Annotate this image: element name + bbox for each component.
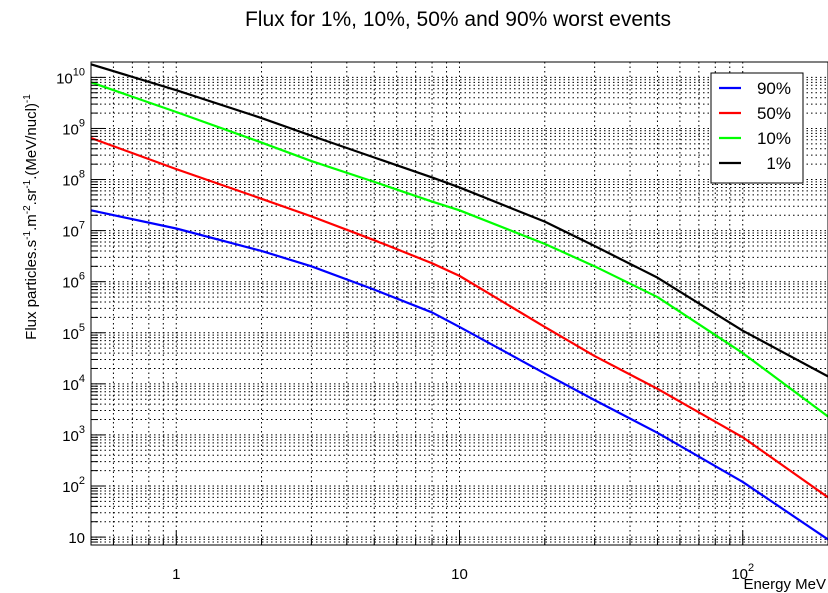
legend-box — [710, 72, 804, 184]
series-line-0 — [90, 209, 828, 541]
y-tick-label: 1010 — [56, 66, 85, 87]
legend-label: 10% — [757, 129, 791, 148]
series-line-3 — [90, 63, 828, 378]
legend-label: 90% — [757, 79, 791, 98]
legend: 90% 50% 10% 1% — [710, 72, 804, 184]
series-line-1 — [90, 136, 828, 499]
y-tick-label: 102 — [62, 475, 85, 496]
x-tick-label: 1 — [172, 566, 180, 583]
chart-title: Flux for 1%, 10%, 50% and 90% worst even… — [245, 8, 671, 31]
y-tick-label: 109 — [62, 117, 85, 138]
y-tick-label: 10 — [68, 530, 85, 547]
tick-labels: 1 10 102 10 102 103 104 105 106 107 108 109 1010 — [56, 66, 754, 583]
x-tick-label: 10 — [451, 566, 468, 583]
series-layer — [90, 63, 828, 541]
y-tick-label: 108 — [62, 169, 85, 190]
y-tick-label: 104 — [62, 373, 85, 394]
y-tick-label: 103 — [62, 424, 85, 445]
y-tick-label: 105 — [62, 322, 85, 343]
series-line-2 — [90, 81, 828, 418]
legend-label: 1% — [766, 154, 791, 173]
x-axis-label: Energy MeV — [743, 576, 826, 593]
y-axis-label: Flux particles.s-1.m-2.sr-1.(MeV/nucl)-1 — [22, 94, 40, 340]
ticks — [90, 61, 828, 546]
x-tick-label: 102 — [731, 562, 754, 583]
y-tick-label: 107 — [62, 220, 85, 241]
y-tick-label: 106 — [62, 271, 85, 292]
legend-label: 50% — [757, 104, 791, 123]
